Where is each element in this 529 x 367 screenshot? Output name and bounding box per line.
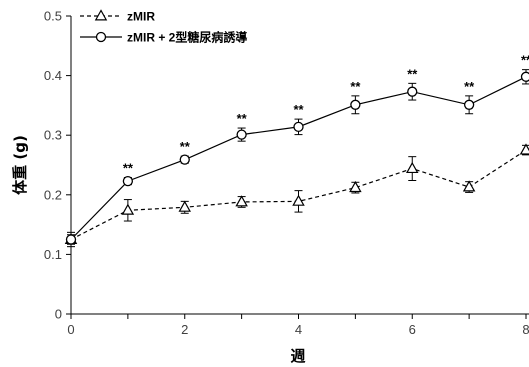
triangle-marker <box>462 180 476 192</box>
axes: 0 0.1 0.2 0.3 0.4 0.5 0 2 4 6 8 <box>44 9 529 337</box>
legend-label-1: zMIR <box>127 10 155 24</box>
significance-label: ** <box>350 79 361 94</box>
circle-marker <box>463 99 475 110</box>
series-layer: ** ** ** ** ** ** ** ** <box>64 53 529 248</box>
triangle-marker <box>406 161 419 174</box>
y-tick-label: 0.1 <box>44 247 62 262</box>
triangle-marker <box>292 194 305 206</box>
circle-marker <box>407 86 418 97</box>
x-tick-label: 6 <box>409 322 416 337</box>
x-tick-label: 2 <box>181 322 188 337</box>
x-axis-title: 週 <box>290 347 305 365</box>
triangle-marker <box>519 143 529 155</box>
significance-label: ** <box>407 66 418 81</box>
legend: zMIR zMIR + 2型糖尿病誘導 <box>80 9 247 45</box>
circle-marker <box>179 154 190 165</box>
y-axis-title: 体重 (g) <box>11 135 29 195</box>
y-tick-label: 0 <box>55 307 62 322</box>
y-tick-label: 0.4 <box>44 68 62 83</box>
circle-marker <box>122 175 134 187</box>
triangle-marker <box>349 180 362 193</box>
x-tick-label: 4 <box>295 322 302 337</box>
y-tick-label: 0.3 <box>44 128 62 143</box>
significance-label: ** <box>180 139 191 154</box>
x-tick-label: 8 <box>522 322 529 337</box>
significance-label: ** <box>464 79 475 94</box>
significance-label: ** <box>521 53 529 68</box>
legend-circle-marker <box>95 31 107 43</box>
circle-marker <box>520 71 529 82</box>
circle-marker <box>65 234 77 245</box>
y-tick-label: 0.5 <box>44 9 62 24</box>
x-tick-label: 0 <box>67 322 74 337</box>
triangle-marker <box>178 200 191 212</box>
triangle-marker <box>121 203 135 215</box>
circle-marker <box>293 121 304 133</box>
y-tick-label: 0.2 <box>44 187 62 202</box>
significance-label: ** <box>293 102 304 117</box>
circle-marker <box>236 129 247 140</box>
triangle-marker <box>235 195 248 207</box>
circle-marker <box>350 99 361 110</box>
significance-label: ** <box>123 161 134 176</box>
legend-label-2: zMIR + 2型糖尿病誘導 <box>127 30 247 45</box>
significance-label: ** <box>237 111 248 126</box>
legend-triangle-marker <box>94 9 108 21</box>
